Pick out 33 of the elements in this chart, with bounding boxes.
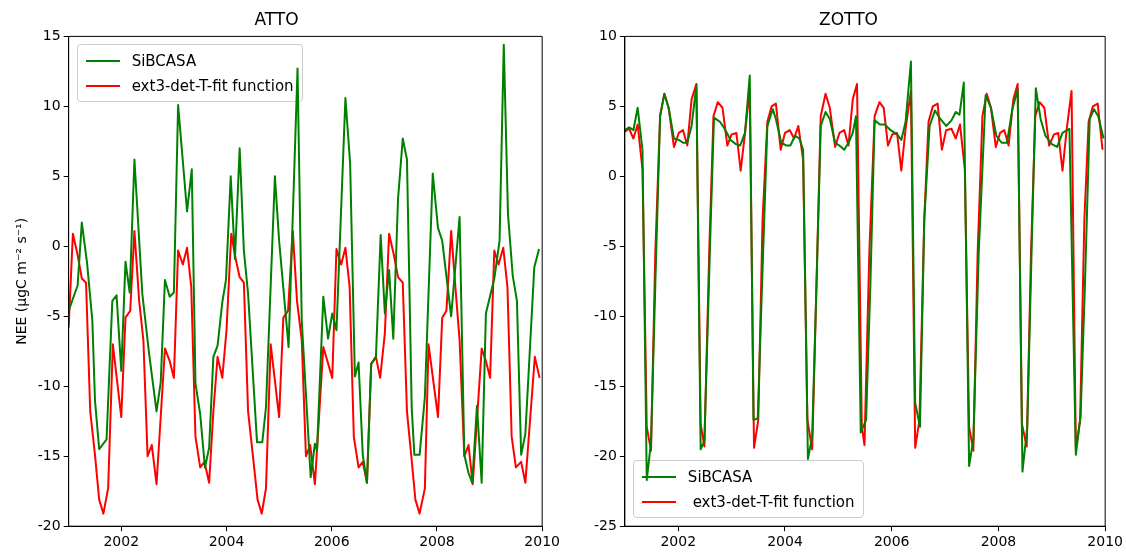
x-tick-label: 2006: [873, 533, 910, 550]
legend-label: ext3-det-T-fit function: [691, 492, 855, 511]
y-tick-label: -15: [593, 376, 617, 393]
y-tick-label: -20: [593, 446, 617, 463]
x-tick-label: 2004: [208, 533, 245, 550]
x-tick-label: 2010: [1087, 533, 1124, 550]
y-tick-label: -10: [37, 376, 61, 393]
y-tick-label: -20: [37, 516, 61, 533]
x-tick-label: 2002: [103, 533, 140, 550]
chart-title: ZOTTO: [819, 8, 878, 29]
y-tick-label: 10: [599, 27, 617, 44]
chart-title: ATTO: [254, 8, 299, 29]
y-tick-label: 0: [51, 236, 61, 253]
y-tick-label: -10: [593, 306, 617, 323]
x-tick-label: 2004: [767, 533, 803, 550]
x-tick-label: 2006: [313, 533, 350, 550]
y-tick-label: -5: [46, 306, 61, 323]
y-tick-label: -25: [593, 516, 617, 533]
legend-label: SiBCASA: [687, 467, 753, 486]
x-tick-label: 2002: [660, 533, 697, 550]
y-tick-label: 5: [51, 166, 61, 183]
legend-label: SiBCASA: [131, 51, 197, 70]
y-tick-label: -15: [37, 446, 61, 463]
y-tick-label: 15: [42, 27, 61, 44]
y-axis-title: NEE (μgC m⁻² s⁻¹): [13, 217, 30, 345]
y-tick-label: 10: [42, 97, 61, 114]
legend-label: ext3-det-T-fit function: [131, 76, 294, 95]
x-tick-label: 2008: [980, 533, 1017, 550]
x-tick-label: 2008: [419, 533, 455, 550]
y-tick-label: 0: [607, 166, 617, 183]
y-tick-label: 5: [607, 97, 617, 114]
x-tick-label: 2010: [524, 533, 561, 550]
y-tick-label: -5: [602, 236, 617, 253]
